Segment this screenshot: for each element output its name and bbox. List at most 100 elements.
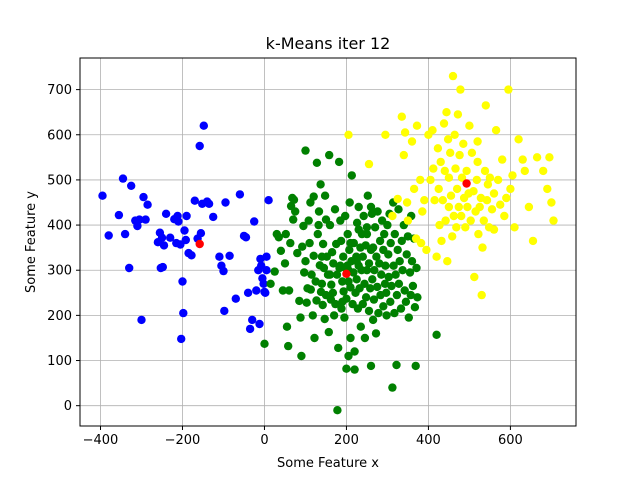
data-point — [388, 383, 397, 392]
data-point — [346, 333, 355, 343]
data-point — [384, 272, 393, 282]
grid — [80, 58, 576, 426]
data-point — [450, 130, 459, 139]
data-point — [324, 327, 333, 337]
data-point — [380, 279, 390, 288]
data-point — [331, 299, 340, 309]
data-point — [392, 290, 402, 300]
data-point — [141, 215, 150, 224]
data-point — [433, 144, 443, 153]
data-point — [452, 184, 462, 194]
data-point — [284, 286, 294, 295]
data-point — [383, 220, 392, 230]
data-point — [305, 238, 314, 248]
data-point — [463, 202, 472, 212]
data-point — [384, 250, 393, 259]
data-point — [470, 272, 479, 282]
y-tick-label: 700 — [47, 83, 72, 98]
data-point — [539, 166, 548, 176]
data-point — [410, 303, 420, 312]
data-point — [474, 229, 483, 239]
data-point — [480, 166, 490, 176]
data-point — [278, 286, 288, 295]
data-point — [343, 229, 352, 239]
data-point — [255, 319, 264, 329]
data-point — [442, 108, 451, 117]
data-point — [346, 238, 355, 248]
data-point — [180, 226, 189, 235]
data-point — [266, 279, 275, 288]
y-tick-label: 400 — [47, 219, 72, 234]
data-point — [475, 202, 484, 212]
cluster-series-1 — [98, 121, 273, 344]
data-point — [412, 121, 422, 130]
data-point — [350, 365, 359, 374]
data-point — [221, 198, 230, 207]
data-point — [402, 250, 411, 259]
data-point — [196, 229, 206, 238]
data-point — [520, 166, 529, 176]
data-point — [469, 187, 478, 196]
data-point — [434, 184, 443, 194]
data-points — [98, 71, 558, 415]
data-point — [135, 215, 144, 224]
data-point — [225, 251, 234, 260]
data-point — [381, 130, 390, 139]
data-point — [352, 218, 362, 227]
data-point — [481, 101, 490, 110]
data-point — [399, 150, 408, 160]
data-point — [386, 297, 395, 306]
data-point — [298, 242, 307, 251]
data-point — [361, 293, 371, 302]
data-point — [276, 246, 286, 255]
data-point — [397, 236, 406, 246]
data-point — [477, 290, 486, 300]
data-point — [195, 141, 204, 151]
data-point — [339, 252, 348, 261]
data-point — [454, 202, 463, 212]
data-point — [325, 220, 335, 230]
data-point — [328, 288, 338, 297]
data-point — [482, 196, 492, 205]
data-point — [282, 322, 292, 331]
data-point — [366, 284, 375, 293]
x-tick-label: 600 — [498, 433, 523, 448]
data-point — [157, 233, 167, 242]
data-point — [371, 329, 381, 338]
data-point — [304, 216, 313, 225]
data-point — [418, 207, 427, 216]
data-point — [465, 121, 474, 130]
data-point — [543, 184, 552, 194]
chart-title: k-Means iter 12 — [266, 34, 391, 53]
data-point — [489, 189, 499, 198]
y-tick-label: 500 — [47, 173, 72, 188]
x-tick-label: 200 — [334, 433, 359, 448]
data-point — [336, 261, 345, 270]
data-point — [359, 211, 368, 221]
data-point — [366, 361, 376, 371]
data-point — [407, 137, 417, 146]
data-point — [250, 217, 259, 226]
data-point — [496, 200, 505, 209]
data-point — [504, 85, 513, 94]
data-point — [252, 286, 261, 295]
data-point — [334, 343, 343, 353]
data-point — [528, 236, 538, 246]
data-point — [338, 297, 347, 306]
data-point — [309, 192, 318, 201]
data-point — [354, 225, 363, 234]
data-point — [392, 360, 401, 370]
data-point — [181, 235, 190, 245]
data-point — [375, 236, 385, 246]
data-point — [422, 245, 431, 255]
x-tick-label: −200 — [165, 433, 201, 448]
data-point — [319, 263, 329, 273]
data-point — [161, 209, 171, 218]
data-point — [514, 135, 523, 144]
centroid-point — [342, 269, 351, 278]
data-point — [510, 223, 519, 232]
data-point — [350, 347, 359, 356]
data-point — [368, 243, 378, 252]
data-point — [382, 311, 391, 320]
